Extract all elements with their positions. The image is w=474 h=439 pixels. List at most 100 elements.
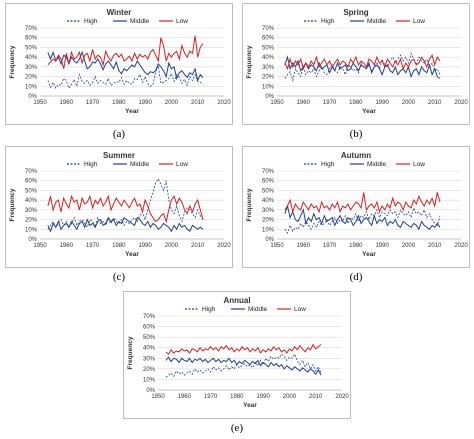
x-tick-label: 1950 [270, 100, 284, 106]
y-tick-label: 0% [146, 388, 155, 394]
y-axis-title: Frequency [246, 188, 253, 221]
chart-title: Winter [107, 8, 132, 17]
chart-title: Annual [223, 296, 250, 305]
x-tick-label: 2000 [165, 100, 179, 106]
x-tick-label: 2000 [402, 243, 416, 249]
x-tick-label: 1960 [297, 100, 311, 106]
x-tick-label: 1980 [112, 100, 126, 106]
y-tick-label: 0% [265, 237, 274, 243]
chart-title: Summer [103, 151, 135, 160]
x-tick-label: 2010 [428, 243, 442, 249]
x-tick-label: 1990 [375, 243, 389, 249]
legend-label-middle: Middle [367, 18, 387, 25]
y-tick-label: 60% [143, 325, 156, 331]
y-tick-label: 20% [25, 218, 38, 224]
legend-label-middle: Middle [248, 306, 268, 313]
legend-label-high: High [84, 18, 98, 25]
y-tick-label: 50% [25, 45, 38, 51]
y-tick-label: 60% [262, 179, 275, 185]
chart-title: Spring [343, 8, 368, 17]
chart-panel-autumn: Autumn 0% 10% 20% 30% 40% 50% 60% 70% 1950 1960 197… [242, 146, 470, 268]
x-tick-label: 1950 [270, 243, 284, 249]
y-tick-label: 50% [143, 335, 156, 341]
y-tick-label: 50% [262, 188, 275, 194]
series-line-middle [284, 55, 441, 79]
legend-label-middle: Middle [130, 18, 150, 25]
y-tick-label: 70% [25, 26, 38, 32]
chart-winter: Winter 0% 10% 20% 30% 40% 50% 60% 70% 1950 1960 197… [9, 8, 231, 115]
y-tick-label: 30% [25, 65, 38, 71]
x-tick-label: 1960 [178, 394, 192, 400]
chart-title: Autumn [341, 151, 371, 160]
y-tick-label: 40% [262, 55, 275, 61]
chart-summer: Summer 0% 10% 20% 30% 40% 50% 60% 70% 1950 1960 197… [9, 151, 231, 258]
caption-c: (c) [112, 271, 126, 283]
chart-panel-winter: Winter 0% 10% 20% 30% 40% 50% 60% 70% 1950 1960 197… [5, 3, 233, 125]
chart-panel-summer: Summer 0% 10% 20% 30% 40% 50% 60% 70% 1950 1960 197… [5, 146, 233, 268]
y-tick-label: 0% [28, 237, 37, 243]
chart-spring: Spring 0% 10% 20% 30% 40% 50% 60% 70% 1950 1960 197… [246, 8, 468, 115]
y-tick-label: 20% [25, 75, 38, 81]
x-tick-label: 2000 [165, 243, 179, 249]
legend-label-low: Low [176, 18, 188, 25]
series-line-low [284, 54, 441, 71]
series-line-high [47, 64, 204, 90]
y-tick-label: 40% [25, 198, 38, 204]
y-tick-label: 10% [143, 377, 156, 383]
x-tick-label: 1950 [33, 100, 47, 106]
x-tick-label: 1960 [60, 100, 74, 106]
x-axis-title: Year [362, 108, 376, 115]
y-tick-label: 40% [143, 346, 156, 352]
x-tick-label: 1980 [230, 394, 244, 400]
chart-annual: Annual 0% 10% 20% 30% 40% 50% 60% 70% 1950 1960 197… [127, 296, 349, 409]
x-tick-label: 2020 [454, 243, 468, 249]
y-tick-label: 20% [262, 75, 275, 81]
y-axis-title: Frequency [9, 188, 16, 221]
caption-a: (a) [112, 128, 126, 140]
series-line-high [165, 353, 322, 378]
y-tick-label: 20% [143, 367, 156, 373]
y-axis-title: Frequency [127, 336, 134, 369]
x-tick-label: 1970 [323, 100, 337, 106]
caption-b: (b) [349, 128, 363, 140]
series-line-high [284, 206, 441, 235]
x-tick-label: 2010 [191, 243, 205, 249]
x-tick-label: 1970 [86, 100, 100, 106]
x-tick-label: 1950 [151, 394, 165, 400]
series-line-low [47, 35, 204, 69]
y-tick-label: 20% [262, 218, 275, 224]
y-tick-label: 40% [25, 55, 38, 61]
x-tick-label: 1980 [112, 243, 126, 249]
legend-label-high: High [321, 18, 335, 25]
series-line-low [47, 194, 204, 224]
legend-label-low: Low [413, 161, 425, 168]
y-tick-label: 30% [25, 208, 38, 214]
x-tick-label: 2010 [309, 394, 323, 400]
y-tick-label: 70% [262, 169, 275, 175]
y-tick-label: 60% [25, 179, 38, 185]
x-tick-label: 2000 [283, 394, 297, 400]
legend-label-low: Low [176, 161, 188, 168]
legend-label-middle: Middle [367, 161, 387, 168]
series-line-middle [47, 50, 204, 83]
x-axis-title: Year [243, 402, 257, 409]
y-tick-label: 0% [28, 94, 37, 100]
x-axis-title: Year [362, 251, 376, 258]
x-tick-label: 2020 [217, 243, 231, 249]
chart-autumn: Autumn 0% 10% 20% 30% 40% 50% 60% 70% 1950 1960 197… [246, 151, 468, 258]
y-tick-label: 70% [25, 169, 38, 175]
x-axis-title: Year [125, 108, 139, 115]
x-tick-label: 1960 [60, 243, 74, 249]
y-tick-label: 10% [25, 227, 38, 233]
y-tick-label: 60% [25, 36, 38, 42]
y-tick-label: 10% [262, 227, 275, 233]
legend-label-low: Low [413, 18, 425, 25]
x-tick-label: 2000 [402, 100, 416, 106]
x-tick-label: 1950 [33, 243, 47, 249]
caption-e: (e) [230, 422, 244, 434]
series-line-low [165, 343, 322, 355]
x-tick-label: 1990 [375, 100, 389, 106]
chart-panel-spring: Spring 0% 10% 20% 30% 40% 50% 60% 70% 1950 1960 197… [242, 3, 470, 125]
y-tick-label: 10% [25, 84, 38, 90]
legend-label-high: High [202, 306, 216, 313]
